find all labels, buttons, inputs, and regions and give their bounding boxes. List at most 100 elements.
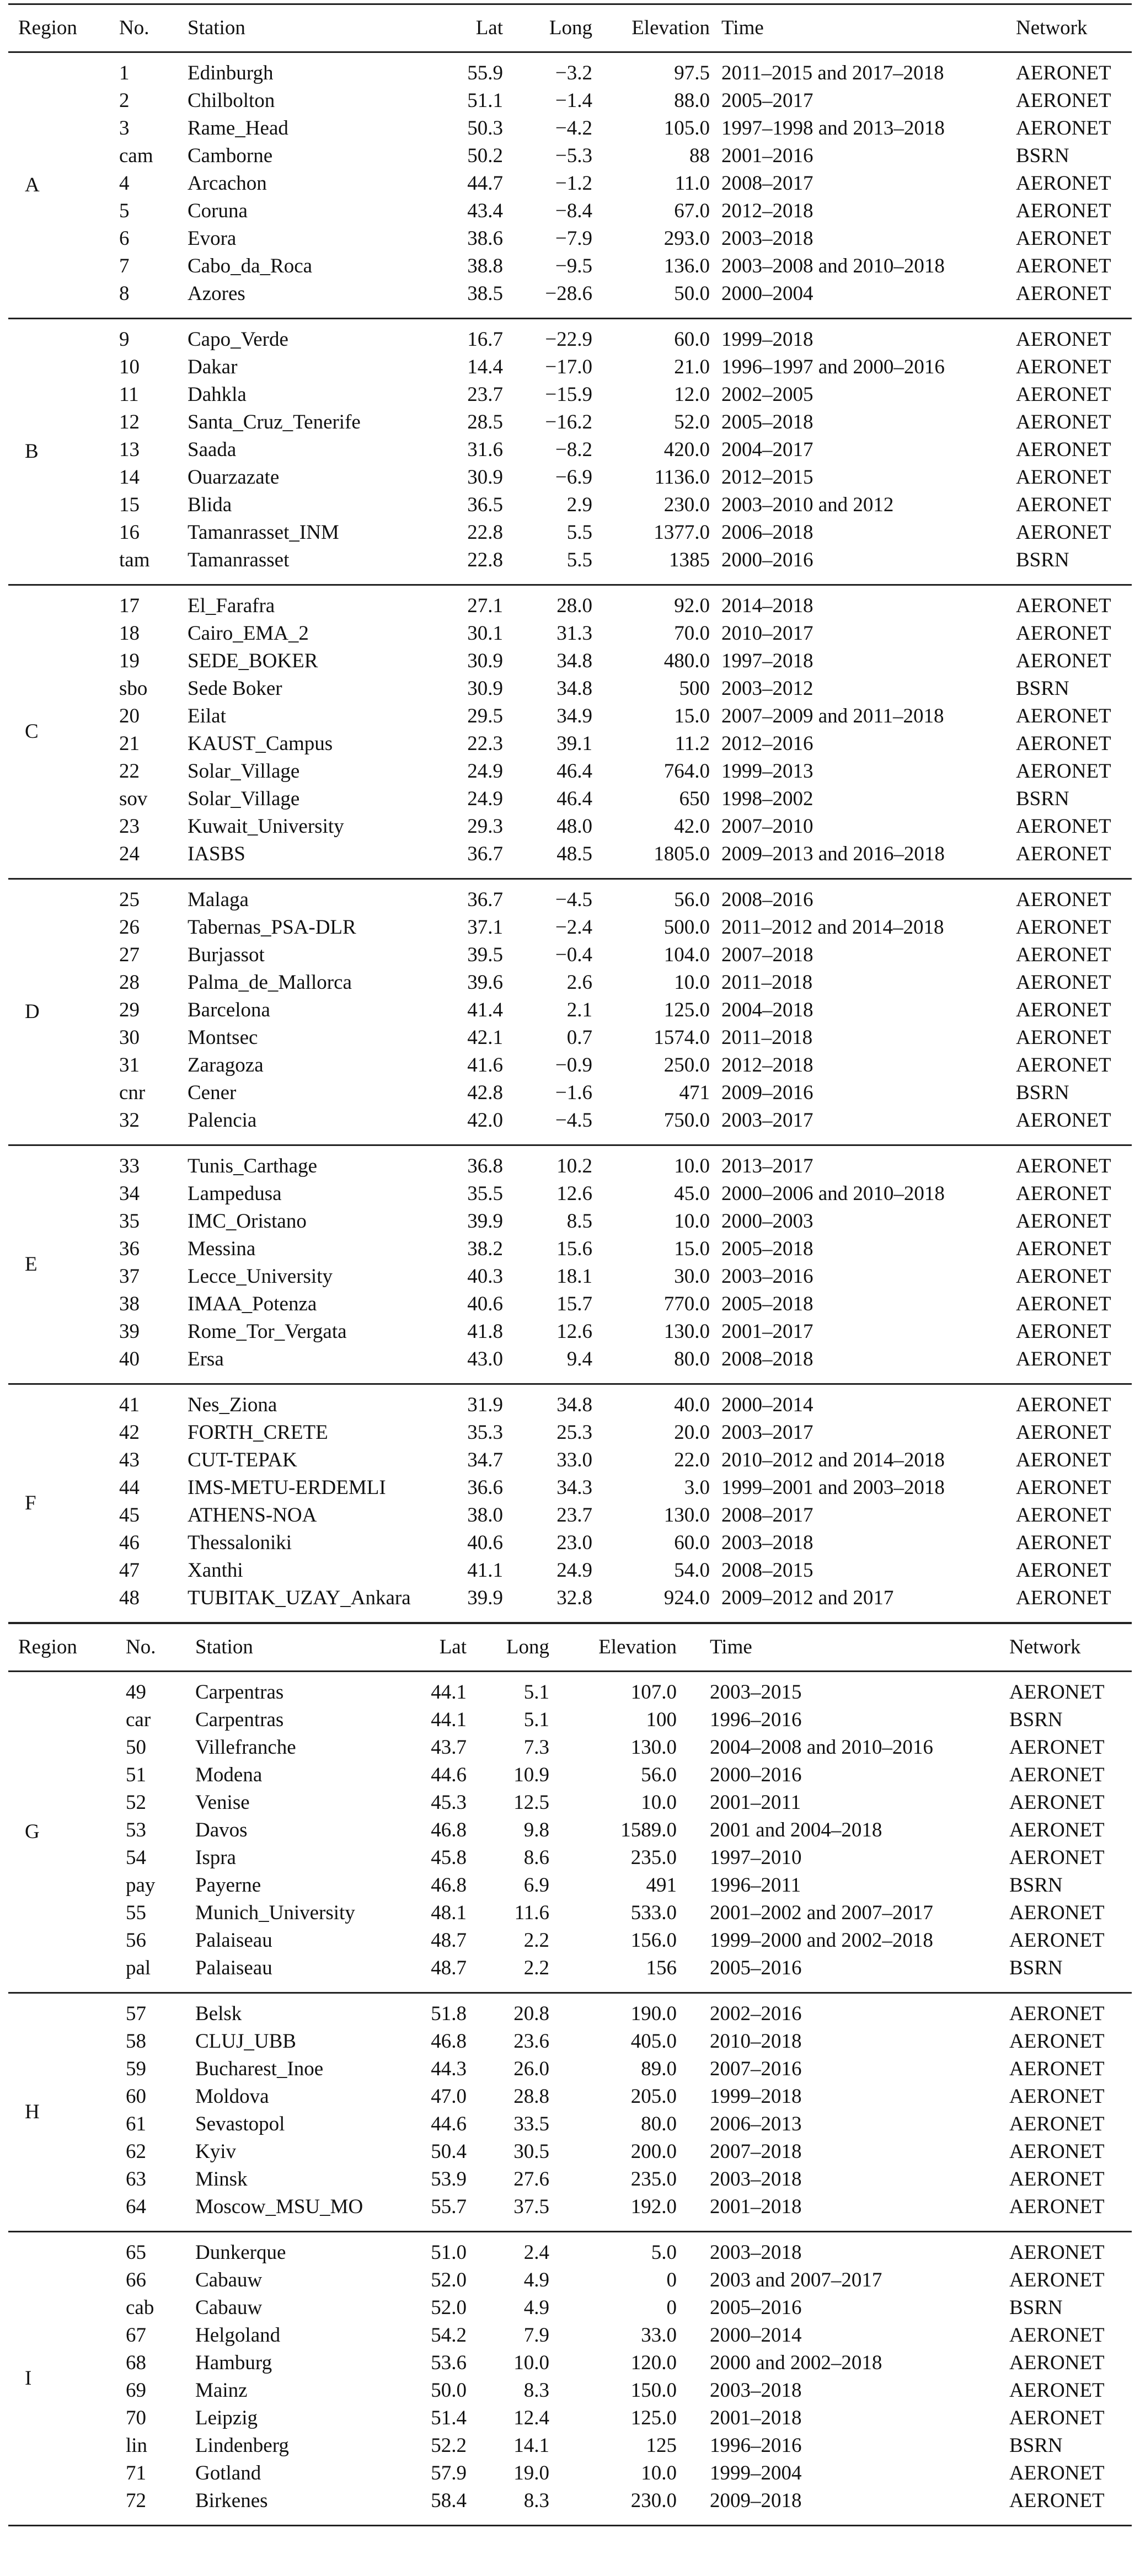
longitude: 5.5 (566, 521, 592, 544)
network: AERONET (1016, 227, 1111, 250)
longitude: 8.6 (523, 1846, 549, 1869)
longitude: −4.2 (555, 117, 592, 140)
station-name: Capo_Verde (188, 328, 288, 351)
table-row: 45 ATHENS-NOA 38.0 23.7 130.0 2008–2017 AERONE… (8, 1502, 1132, 1529)
table-row: 48 TUBITAK_UZAY_Ankara 39.9 32.8 924.0 2009–2… (8, 1584, 1132, 1612)
station-name: IMC_Oristano (188, 1210, 307, 1233)
table-row: cab Cabauw 52.0 4.9 0 2005–2016 BSRN (8, 2294, 1132, 2322)
latitude: 41.6 (467, 1054, 503, 1077)
time-period: 2008–2017 (721, 172, 813, 195)
table-row: 66 Cabauw 52.0 4.9 0 2003 and 2007–2017 AERONE… (8, 2267, 1132, 2294)
latitude: 41.8 (467, 1320, 503, 1343)
longitude: −1.2 (555, 172, 592, 195)
time-period: 2007–2018 (710, 2140, 802, 2163)
latitude: 31.9 (467, 1394, 503, 1416)
elevation: 480.0 (663, 650, 710, 672)
latitude: 38.0 (467, 1504, 503, 1527)
longitude: 39.1 (556, 732, 592, 755)
station-number: 51 (126, 1764, 146, 1786)
network: BSRN (1009, 2434, 1063, 2457)
time-period: 1999–2000 and 2002–2018 (710, 1929, 933, 1952)
time-period: 1999–2018 (721, 328, 813, 351)
station-number: 24 (119, 843, 140, 865)
station-number: 72 (126, 2489, 146, 2512)
group-rule (8, 1383, 1132, 1385)
network: AERONET (1016, 732, 1111, 755)
longitude: 2.2 (523, 1957, 549, 1979)
table-row: 14 Ouarzazate 30.9 −6.9 1136.0 2012–2015 AERON… (8, 464, 1132, 491)
table-row: 70 Leipzig 51.4 12.4 125.0 2001–2018 AERONET (8, 2404, 1132, 2432)
time-period: 2009–2018 (710, 2489, 802, 2512)
station-name: Carpentras (195, 1709, 284, 1731)
station-name: Burjassot (188, 944, 265, 966)
elevation: 10.0 (641, 1791, 677, 1814)
latitude: 48.7 (431, 1957, 467, 1979)
table-row: 37 Lecce_University 40.3 18.1 30.0 2003–2016 A… (8, 1263, 1132, 1290)
header-region: Region (18, 17, 77, 39)
time-period: 2004–2018 (721, 999, 813, 1021)
network: AERONET (1016, 1348, 1111, 1370)
network: AERONET (1009, 2489, 1105, 2512)
table-row: 31 Zaragoza 41.6 −0.9 250.0 2012–2018 AERONET (8, 1052, 1132, 1079)
station-number: 10 (119, 356, 140, 378)
longitude: 30.5 (513, 2140, 549, 2163)
table-row: cnr Cener 42.8 −1.6 471 2009–2016 BSRN (8, 1079, 1132, 1107)
time-period: 2001–2011 (710, 1791, 801, 1814)
station-number: 8 (119, 282, 130, 305)
time-period: 2012–2018 (721, 200, 813, 222)
elevation: 40.0 (674, 1394, 710, 1416)
elevation: 42.0 (674, 815, 710, 838)
network: AERONET (1016, 1265, 1111, 1288)
network: AERONET (1009, 2113, 1105, 2135)
time-period: 2005–2017 (721, 89, 813, 112)
network: AERONET (1016, 1504, 1111, 1527)
station-name: Camborne (188, 144, 273, 167)
station-name: Coruna (188, 200, 248, 222)
time-period: 2010–2017 (721, 622, 813, 645)
station-name: Davos (195, 1819, 248, 1841)
header-long: Long (506, 1636, 549, 1658)
latitude: 14.4 (467, 356, 503, 378)
time-period: 1997–1998 and 2013–2018 (721, 117, 945, 140)
network: AERONET (1016, 705, 1111, 727)
station-number: car (126, 1709, 151, 1731)
elevation: 125 (646, 2434, 677, 2457)
group-rule (8, 1992, 1132, 1994)
time-period: 2003–2012 (721, 677, 813, 700)
longitude: −3.2 (555, 62, 592, 84)
longitude: 28.8 (513, 2085, 549, 2108)
latitude: 38.2 (467, 1238, 503, 1260)
latitude: 40.3 (467, 1265, 503, 1288)
station-name: Mainz (195, 2379, 248, 2402)
station-name: Helgoland (195, 2324, 281, 2347)
latitude: 30.9 (467, 650, 503, 672)
station-number: 60 (126, 2085, 146, 2108)
table-row: 52 Venise 45.3 12.5 10.0 2001–2011 AERONET (8, 1789, 1132, 1817)
time-period: 2003–2018 (710, 2168, 802, 2191)
header-network: Network (1016, 17, 1088, 39)
table-row: lin Lindenberg 52.2 14.1 125 1996–2016 BSRN (8, 2432, 1132, 2460)
region-group: E 33 Tunis_Carthage 36.8 10.2 10.0 2013–2017 AE… (8, 1146, 1132, 1383)
station-number: 29 (119, 999, 140, 1021)
station-number: 46 (119, 1531, 140, 1554)
table-row: 49 Carpentras 44.1 5.1 107.0 2003–2015 AERONET (8, 1679, 1132, 1706)
header-row: Region No. Station Lat Long Elevation Time Netw… (8, 1624, 1132, 1670)
longitude: 7.9 (523, 2324, 549, 2347)
station-name: Palma_de_Mallorca (188, 971, 352, 994)
network: AERONET (1016, 815, 1111, 838)
longitude: −0.4 (555, 944, 592, 966)
station-number: 13 (119, 438, 140, 461)
station-number: 26 (119, 916, 140, 939)
time-period: 2000–2016 (710, 1764, 802, 1786)
station-name: Messina (188, 1238, 256, 1260)
table-row: 38 IMAA_Potenza 40.6 15.7 770.0 2005–2018 AERO… (8, 1290, 1132, 1318)
station-number: 44 (119, 1476, 140, 1499)
longitude: 19.0 (513, 2462, 549, 2484)
latitude: 29.5 (467, 705, 503, 727)
longitude: 2.2 (523, 1929, 549, 1952)
elevation: 0 (666, 2296, 677, 2319)
station-number: 2 (119, 89, 130, 112)
table-row: 34 Lampedusa 35.5 12.6 45.0 2000–2006 and 201… (8, 1180, 1132, 1208)
station-name: Modena (195, 1764, 263, 1786)
elevation: 192.0 (630, 2195, 677, 2218)
